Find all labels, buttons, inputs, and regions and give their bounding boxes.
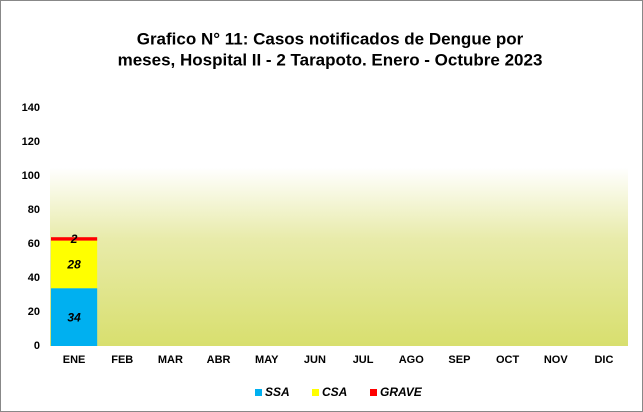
x-tick-label: FEB <box>111 354 133 366</box>
x-tick-label: AGO <box>399 354 425 366</box>
bar-segment <box>51 288 98 346</box>
x-tick-label: JUN <box>304 354 326 366</box>
x-tick-label: JUL <box>353 354 374 366</box>
x-tick-label: OCT <box>496 354 520 366</box>
y-tick-label: 100 <box>22 170 40 182</box>
chart-subtitle: meses, Hospital II - 2 Tarapoto. Enero -… <box>118 50 543 69</box>
y-tick-label: 60 <box>28 238 40 250</box>
y-tick-label: 0 <box>34 340 40 352</box>
chart-title: Grafico N° 11: Casos notificados de Deng… <box>137 29 524 48</box>
x-tick-label: NOV <box>544 354 569 366</box>
bar-segment <box>51 240 98 289</box>
x-tick-label: MAY <box>255 354 279 366</box>
y-tick-label: 20 <box>28 306 40 318</box>
legend-label: CSA <box>322 385 347 399</box>
bar-segment <box>51 237 98 241</box>
x-tick-label: DIC <box>594 354 613 366</box>
x-tick-label: ENE <box>63 354 86 366</box>
y-tick-label: 140 <box>22 102 40 114</box>
x-tick-label: ABR <box>207 354 231 366</box>
data-label: 34 <box>67 310 81 324</box>
data-label: 2 <box>70 232 78 246</box>
x-tick-label: MAR <box>158 354 183 366</box>
legend-swatch <box>255 389 262 396</box>
y-tick-label: 120 <box>22 136 40 148</box>
y-tick-label: 80 <box>28 204 40 216</box>
legend-label: SSA <box>265 385 290 399</box>
x-tick-label: SEP <box>448 354 470 366</box>
plot-area <box>50 108 628 346</box>
y-tick-label: 40 <box>28 272 40 284</box>
data-label: 28 <box>66 258 81 272</box>
legend-label: GRAVE <box>380 385 423 399</box>
legend-swatch <box>370 389 377 396</box>
legend-swatch <box>312 389 319 396</box>
